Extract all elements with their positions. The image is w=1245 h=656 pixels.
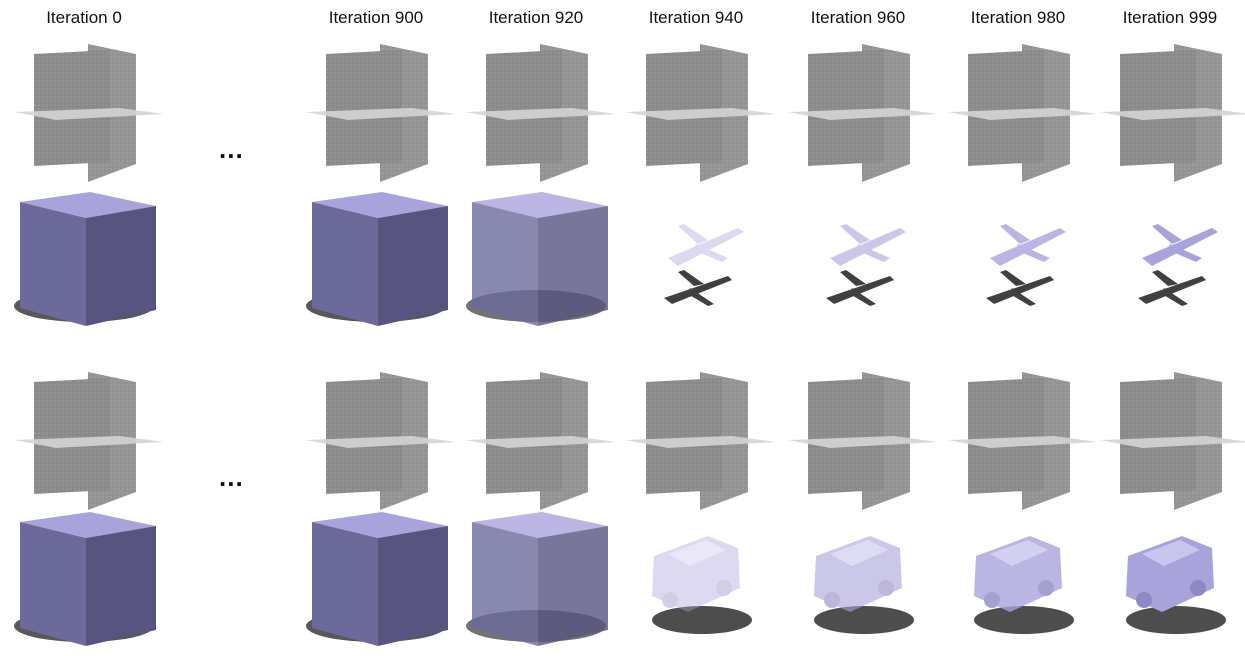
airplane-render-panel-col-0 — [6, 188, 162, 336]
car-planes-panel-col-3 — [618, 368, 774, 516]
car-render-panel-col-3 — [618, 508, 774, 656]
column-header-iter-0: Iteration 0 — [46, 8, 122, 27]
airplane-planes-panel-col-2 — [458, 40, 614, 188]
airplane-render-panel-col-1 — [298, 188, 454, 336]
column-header-iter-900: Iteration 900 — [328, 8, 424, 27]
column-header-iter-999: Iteration 999 — [1122, 8, 1218, 27]
car-planes-panel-col-5 — [940, 368, 1096, 516]
car-render-panel-col-2 — [458, 508, 614, 656]
airplane-planes-panel-col-6 — [1092, 40, 1245, 188]
column-header-iter-920: Iteration 920 — [488, 8, 584, 27]
car-planes-panel-col-6 — [1092, 368, 1245, 516]
airplane-render-panel-col-6 — [1092, 188, 1245, 336]
airplane-render-panel-col-3 — [618, 188, 774, 336]
column-header-iter-980: Iteration 980 — [970, 8, 1066, 27]
airplane-planes-panel-col-0 — [6, 40, 162, 188]
ellipsis-bottom: ... — [219, 462, 244, 492]
car-render-panel-col-5 — [940, 508, 1096, 656]
ellipsis-top: ... — [219, 134, 244, 164]
car-render-panel-col-4 — [780, 508, 936, 656]
airplane-planes-panel-col-5 — [940, 40, 1096, 188]
airplane-render-panel-col-5 — [940, 188, 1096, 336]
car-planes-panel-col-2 — [458, 368, 614, 516]
car-render-panel-col-1 — [298, 508, 454, 656]
car-render-panel-col-0 — [6, 508, 162, 656]
car-planes-panel-col-0 — [6, 368, 162, 516]
column-header-iter-960: Iteration 960 — [810, 8, 906, 27]
airplane-planes-panel-col-3 — [618, 40, 774, 188]
column-header-iter-940: Iteration 940 — [648, 8, 744, 27]
airplane-render-panel-col-2 — [458, 188, 614, 336]
car-planes-panel-col-4 — [780, 368, 936, 516]
airplane-planes-panel-col-1 — [298, 40, 454, 188]
airplane-planes-panel-col-4 — [780, 40, 936, 188]
airplane-render-panel-col-4 — [780, 188, 936, 336]
car-planes-panel-col-1 — [298, 368, 454, 516]
car-render-panel-col-6 — [1092, 508, 1245, 656]
